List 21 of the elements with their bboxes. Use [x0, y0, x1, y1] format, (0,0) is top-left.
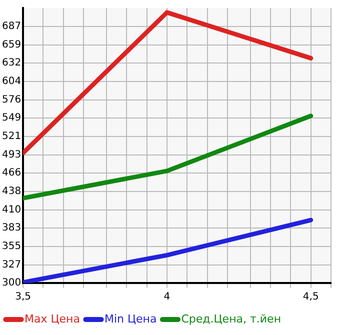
y-tick-label: 410 [2, 204, 22, 216]
y-tick-label: 659 [2, 40, 22, 51]
y-tick-label: 383 [2, 222, 22, 234]
legend-label: Сред.Цена, т.йен [181, 312, 282, 326]
y-tick-label: 300 [2, 278, 22, 289]
legend-label: Max Цена [24, 312, 80, 326]
y-tick-label: 604 [2, 76, 22, 87]
y-tick-label: 355 [2, 241, 22, 252]
y-tick-label: 438 [2, 186, 22, 198]
y-tick-label: 327 [2, 260, 22, 271]
y-tick-label: 576 [2, 94, 22, 106]
x-tick-label: 4,5 [302, 292, 319, 303]
y-tick-label: 493 [2, 150, 22, 161]
x-tick-label: 4 [164, 292, 170, 303]
y-tick-label: 466 [2, 168, 22, 179]
y-tick-label: 632 [2, 57, 22, 68]
y-tick-label: 549 [2, 112, 22, 124]
y-tick-label: 521 [2, 131, 22, 142]
legend-label: Min Цена [104, 312, 157, 326]
x-tick-label: 3,5 [15, 292, 32, 303]
y-tick-label: 687 [2, 20, 22, 32]
